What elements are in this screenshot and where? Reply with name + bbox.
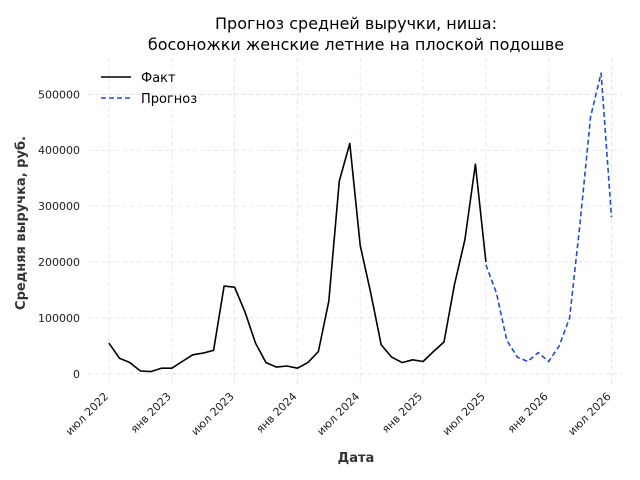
y-tick-label: 500000 xyxy=(38,88,80,101)
chart-title-line-2: босоножки женские летние на плоской подо… xyxy=(148,35,564,54)
legend-label-fact: Факт xyxy=(141,71,176,86)
series-line-fact xyxy=(108,142,487,373)
x-tick-label: янв 2025 xyxy=(379,390,425,436)
legend-label-forecast: Прогноз xyxy=(141,92,197,107)
y-axis-ticks: 0 100000 200000 300000 400000 500000 xyxy=(38,88,80,380)
x-tick-label: июл 2025 xyxy=(440,390,488,438)
y-axis-label: Средняя выручка, руб. xyxy=(14,136,29,310)
grid xyxy=(88,58,622,385)
chart-title-line-1: Прогноз средней выручки, ниша: xyxy=(215,14,497,33)
y-tick-label: 0 xyxy=(73,368,80,381)
x-axis-label: Дата xyxy=(338,451,375,466)
x-tick-label: июл 2023 xyxy=(189,390,237,438)
series-line-forecast xyxy=(485,72,613,363)
y-tick-label: 200000 xyxy=(38,256,80,269)
y-tick-label: 100000 xyxy=(38,312,80,325)
x-tick-label: июл 2022 xyxy=(63,390,111,438)
x-tick-label: июл 2026 xyxy=(566,390,614,438)
legend: Факт Прогноз xyxy=(101,71,197,107)
x-tick-label: янв 2024 xyxy=(254,390,300,436)
x-tick-label: янв 2026 xyxy=(505,390,551,436)
x-tick-label: июл 2024 xyxy=(314,390,362,438)
x-tick-label: янв 2023 xyxy=(128,390,174,436)
x-axis-ticks: июл 2022 янв 2023 июл 2023 янв 2024 июл 2024… xyxy=(63,390,614,438)
series-lines xyxy=(108,72,613,373)
y-tick-label: 400000 xyxy=(38,144,80,157)
y-tick-label: 300000 xyxy=(38,200,80,213)
